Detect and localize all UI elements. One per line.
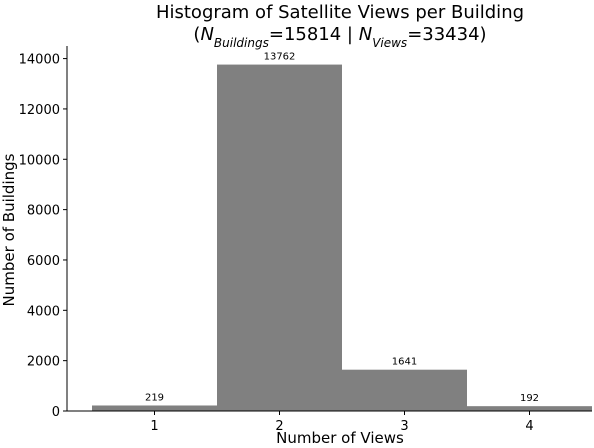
subtitle-part: Views [372, 36, 407, 50]
y-tick-label: 12000 [19, 103, 60, 118]
subtitle-part: ( [193, 24, 200, 45]
subtitle-part: N [359, 24, 372, 45]
chart-subtitle: (NBuildings=15814 | NViews=33434) [193, 24, 486, 50]
x-tick-label: 2 [275, 419, 283, 434]
subtitle-part: Buildings [214, 36, 269, 50]
y-tick-label: 6000 [27, 254, 60, 269]
x-tick-label: 1 [150, 419, 158, 434]
data-label: 219 [145, 392, 164, 403]
y-tick-label: 4000 [27, 304, 60, 319]
y-tick-label: 14000 [19, 53, 60, 68]
subtitle-part: N [200, 24, 213, 45]
y-tick-label: 10000 [19, 153, 60, 168]
bar [342, 369, 467, 411]
data-label: 1641 [392, 357, 417, 368]
chart-title: Histogram of Satellite Views per Buildin… [156, 2, 524, 23]
x-tick-label: 4 [525, 419, 533, 434]
y-tick-label: 0 [52, 405, 60, 420]
data-label: 13762 [264, 52, 296, 63]
subtitle-part: =33434) [407, 24, 486, 45]
y-tick-label: 8000 [27, 204, 60, 219]
bar [92, 405, 217, 411]
bar [217, 64, 342, 411]
data-label: 192 [520, 393, 539, 404]
y-axis-label: Number of Buildings [0, 153, 18, 306]
bar [467, 406, 592, 411]
x-axis-label: Number of Views [276, 429, 404, 447]
x-tick-label: 3 [400, 419, 408, 434]
y-tick-label: 2000 [27, 355, 60, 370]
subtitle-part: =15814 | [269, 24, 359, 45]
